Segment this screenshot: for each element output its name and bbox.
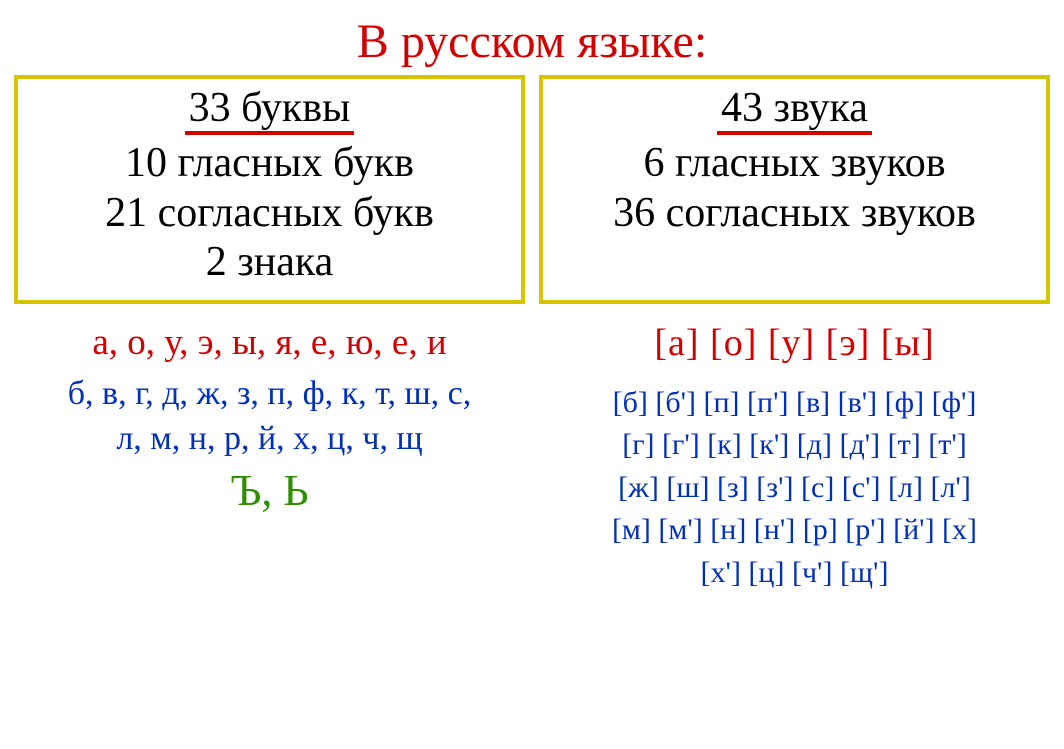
cons-letters-row1: б, в, г, д, ж, з, п, ф, к, т, ш, с,: [14, 372, 525, 416]
consonant-letters: б, в, г, д, ж, з, п, ф, к, т, ш, с, л, м…: [14, 372, 525, 460]
cons-sounds-row4: [м] [м'] [н] [н'] [р] [р'] [й'] [х]: [539, 509, 1050, 552]
letters-column: а, о, у, э, ы, я, е, ю, е, и б, в, г, д,…: [14, 322, 525, 595]
cons-letters-row2: л, м, н, р, й, х, ц, ч, щ: [14, 417, 525, 461]
cons-sounds-row3: [ж] [ш] [з] [з'] [с] [с'] [л] [л']: [539, 467, 1050, 510]
letters-line2: 21 согласных букв: [22, 189, 517, 239]
sounds-column: [а] [о] [у] [э] [ы] [б] [б'] [п] [п'] [в…: [539, 322, 1050, 595]
cons-sounds-row5: [х'] [ц] [ч'] [щ']: [539, 552, 1050, 595]
sounds-head: 43 звука: [717, 85, 872, 135]
sounds-line2: 36 согласных звуков: [547, 189, 1042, 239]
letters-line1: 10 гласных букв: [22, 139, 517, 189]
boxes-row: 33 буквы 10 гласных букв 21 согласных бу…: [14, 75, 1050, 304]
letters-line3: 2 знака: [22, 238, 517, 288]
sounds-box: 43 звука 6 гласных звуков 36 согласных з…: [539, 75, 1050, 304]
cons-sounds-row1: [б] [б'] [п] [п'] [в] [в'] [ф] [ф']: [539, 382, 1050, 425]
vowel-letters: а, о, у, э, ы, я, е, ю, е, и: [14, 322, 525, 365]
vowel-sounds: [а] [о] [у] [э] [ы]: [539, 322, 1050, 366]
sounds-line1: 6 гласных звуков: [547, 139, 1042, 189]
lists-row: а, о, у, э, ы, я, е, ю, е, и б, в, г, д,…: [14, 322, 1050, 595]
page-title: В русском языке:: [8, 14, 1056, 69]
letters-head: 33 буквы: [185, 85, 355, 135]
consonant-sounds: [б] [б'] [п] [п'] [в] [в'] [ф] [ф'] [г] …: [539, 382, 1050, 595]
cons-sounds-row2: [г] [г'] [к] [к'] [д] [д'] [т] [т']: [539, 424, 1050, 467]
letters-box: 33 буквы 10 гласных букв 21 согласных бу…: [14, 75, 525, 304]
sign-letters: Ъ, Ь: [14, 467, 525, 515]
